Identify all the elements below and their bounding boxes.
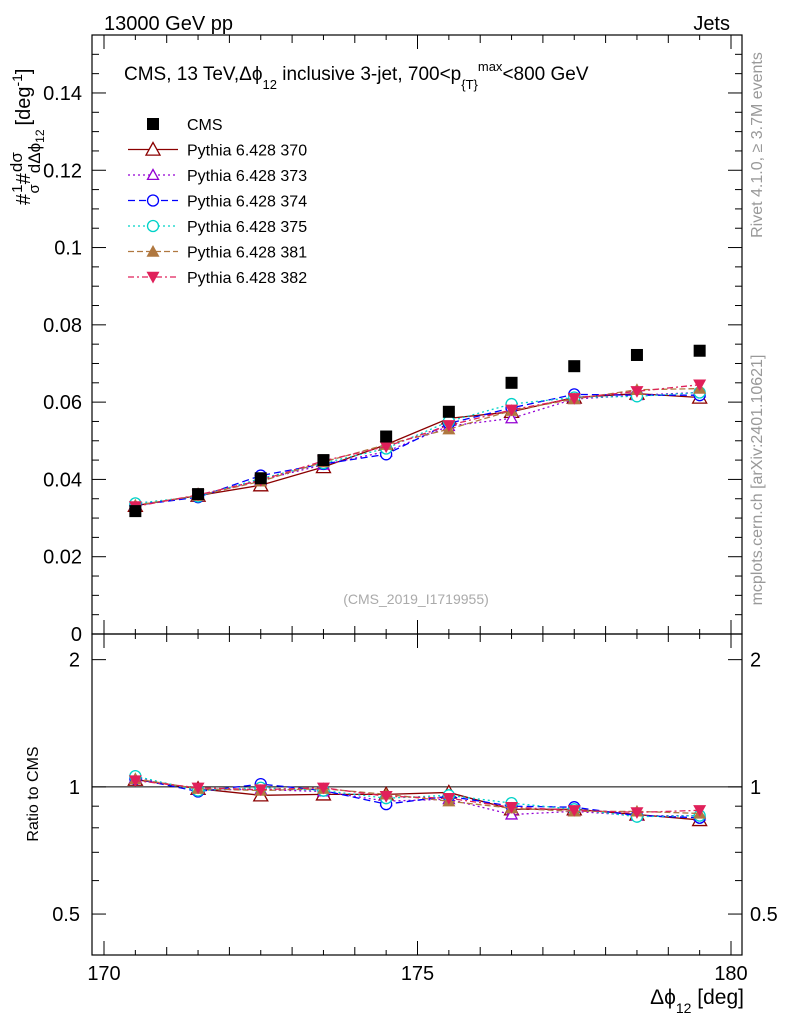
data-point-cms [442,405,455,418]
series-layer [127,344,708,827]
analysis-watermark: (CMS_2019_I1719955) [343,591,489,607]
series-line-p370 [135,392,700,507]
data-point-p373 [504,411,519,424]
series-line-p373 [135,391,700,506]
y-tick-label-ratio-right: 0.5 [750,904,778,926]
header-category: Jets [693,13,730,35]
mcplots-label: mcplots.cern.ch [arXiv:2401.10621] [749,355,766,606]
y-tick-label-main: 0.04 [43,469,82,491]
legend-label-p373: Pythia 6.428 373 [187,168,307,185]
legend-label-p374: Pythia 6.428 374 [187,194,307,211]
y-tick-label-ratio-right: 2 [750,650,761,672]
rivet-label: Rivet 4.1.0, ≥ 3.7M events [749,52,766,238]
ratio-point-p382 [191,782,205,795]
legend-label-p381: Pythia 6.428 381 [187,245,307,262]
data-point-cms [129,505,142,518]
y-tick-label-ratio: 0.5 [52,904,80,926]
y-tick-label-main: 0.1 [54,238,82,260]
data-point-p382 [630,386,644,398]
legend-label-p370: Pythia 6.428 370 [187,143,307,160]
y-tick-label-main: 0.02 [43,547,82,569]
legend-label-cms: CMS [187,117,223,134]
legend-marker-p374 [146,194,160,207]
series-line-p381 [135,387,700,506]
series-line-p374 [135,393,700,506]
data-point-p382 [567,393,581,405]
legend: CMS Pythia 6.428 370 Pythia 6.428 373 Pythi… [128,117,307,287]
ratio-point-p382 [630,807,644,819]
ratio-point-p382 [379,791,393,803]
ratio-point-p382 [128,775,142,788]
ratio-point-p382 [567,805,581,817]
data-point-cms [505,376,518,389]
x-tick-label: 175 [401,963,434,985]
ratio-point-p382 [505,802,519,814]
y-tick-label-ratio: 2 [69,650,80,672]
ratio-line-p375 [135,775,700,818]
legend-label-p382: Pythia 6.428 382 [187,270,307,287]
data-point-p382 [379,441,393,454]
data-point-cms [254,472,267,485]
y-tick-label-main: 0.12 [43,160,82,182]
main-y-axis-label: #1σ#dσdΔϕ12[deg-1] [7,69,47,205]
plot-title: CMS, 13 TeV,Δϕ12 inclusive 3-jet, 700<p{… [124,59,589,92]
legend-marker-p370 [144,141,162,156]
legend-marker-p381 [146,245,160,257]
legend-marker-cms [147,118,159,130]
series-line-p375 [135,391,700,505]
y-tick-label-main: 0 [71,624,82,646]
ratio-panel-frame [91,633,743,956]
ratio-point-p382 [693,805,707,817]
x-axis-label: Δϕ12 [deg] [650,986,744,1016]
header-energy: 13000 GeV pp [104,13,233,35]
ratio-line-p370 [135,779,700,821]
data-point-p382 [693,379,707,392]
data-point-cms [630,348,643,361]
ratio-line-p382 [135,779,700,814]
series-line-p382 [135,384,700,508]
ratio-y-axis-label: Ratio to CMS [25,746,42,841]
legend-marker-p382 [146,271,160,284]
y-tick-label-ratio: 1 [69,777,80,799]
y-tick-label-main: 0.14 [43,83,82,105]
data-point-cms [380,430,393,443]
ratio-point-p382 [316,782,330,795]
data-point-cms [693,344,706,357]
ratio-point-p373 [504,807,519,820]
ratio-point-p382 [442,793,456,805]
data-point-p382 [505,404,519,417]
data-point-cms [317,454,330,467]
ratio-line-p381 [135,778,700,815]
axes-layer: 170 175 180 0 0.02 0.04 0.06 0.08 0.1 0.12 0.14 0.5… [43,35,778,985]
x-tick-label: 170 [87,963,120,985]
data-point-p382 [442,420,456,432]
legend-marker-p375 [146,219,160,233]
y-tick-label-ratio-right: 1 [750,777,761,799]
y-tick-label-main: 0.08 [43,315,82,337]
data-point-cms [568,360,581,373]
y-tick-label-main: 0.06 [43,392,82,414]
data-point-cms [192,488,205,501]
legend-marker-p373 [146,168,160,181]
ratio-point-p382 [254,784,268,797]
legend-label-p375: Pythia 6.428 375 [187,219,307,236]
svg-text:#1σ#dσdΔϕ12[deg-1]: #1σ#dσdΔϕ12[deg-1] [7,69,47,205]
x-tick-label: 180 [714,963,747,985]
